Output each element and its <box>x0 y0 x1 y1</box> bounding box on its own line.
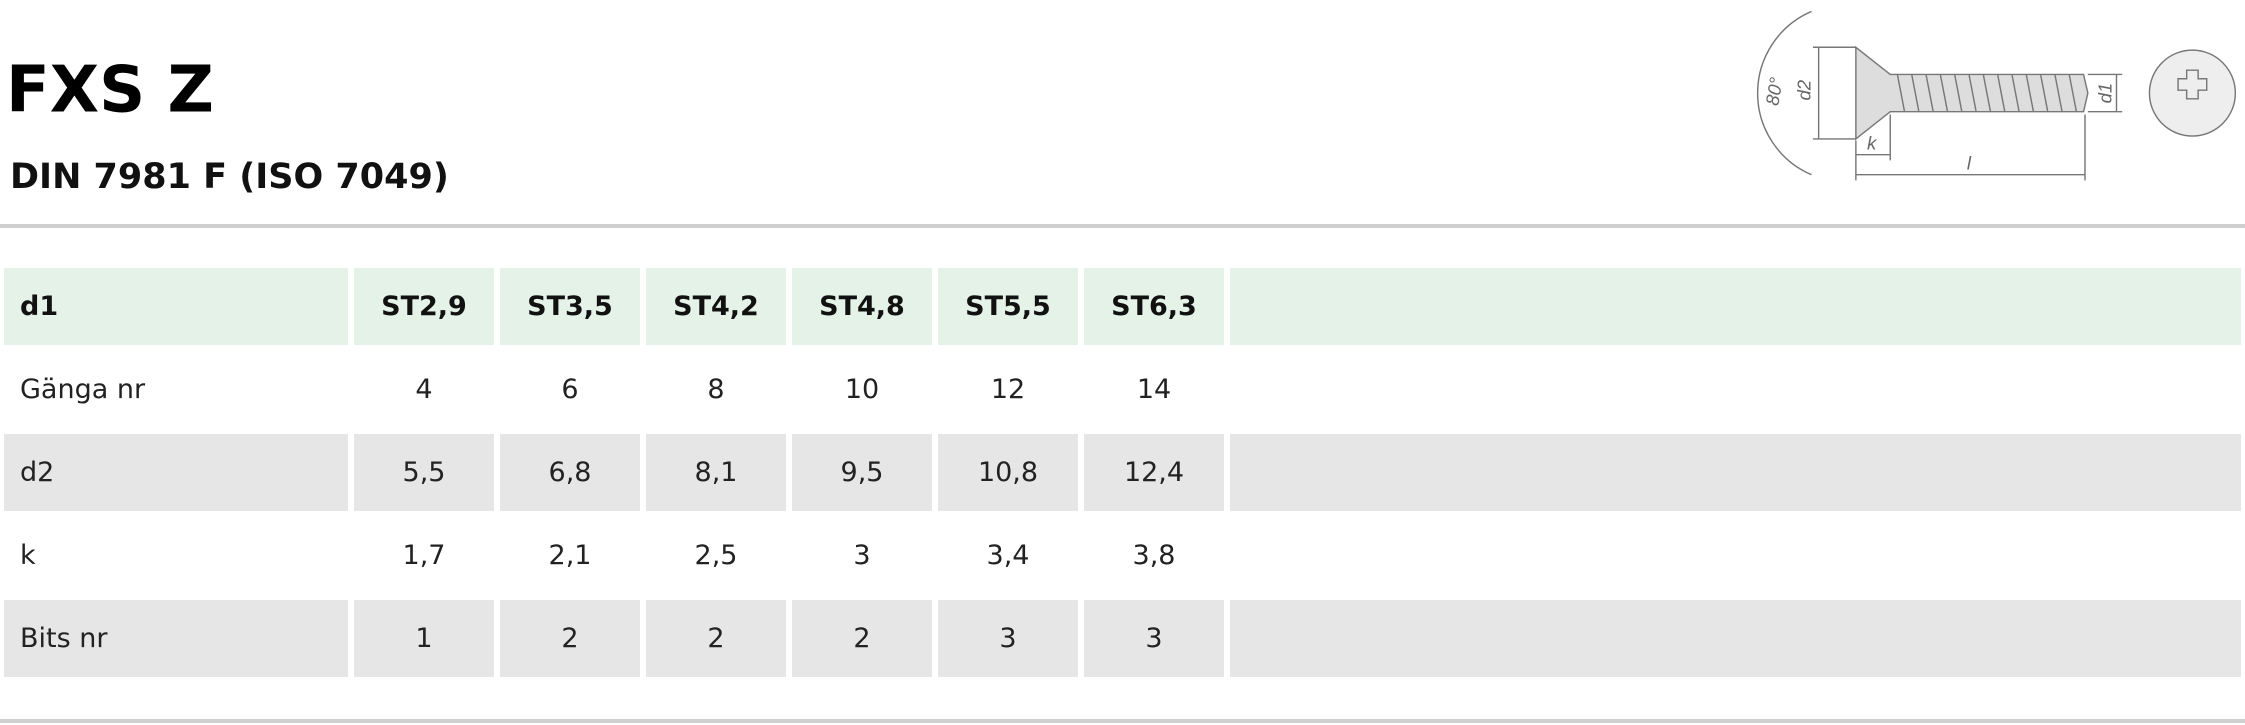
table-cell <box>646 268 786 345</box>
cell-text: 2,5 <box>695 540 738 571</box>
cell-text: 3 <box>1145 623 1162 654</box>
header-cell-text: ST3,5 <box>527 291 613 322</box>
drawing-labels: 80° d2 d1 k l <box>1761 76 2115 174</box>
table-cell <box>938 268 1078 345</box>
cell-text: 2 <box>853 623 870 654</box>
table-cell <box>646 434 786 511</box>
cell-text: 6,8 <box>549 457 592 488</box>
d1-label: d1 <box>2094 83 2115 104</box>
table-cell <box>1084 434 1224 511</box>
cell-text: 3 <box>853 540 870 571</box>
table-cell <box>500 351 640 428</box>
table-cell <box>354 434 494 511</box>
table-cell <box>354 351 494 428</box>
cell-text: 4 <box>415 374 432 405</box>
divider <box>0 224 2245 228</box>
table-cell <box>500 600 640 677</box>
cell-text: 3,8 <box>1133 540 1176 571</box>
table-filler <box>1230 268 2241 345</box>
header-cell-text: d1 <box>20 291 58 322</box>
header-cell-text: ST4,2 <box>673 291 759 322</box>
cell-text: 12,4 <box>1124 457 1184 488</box>
table-filler <box>1230 351 2241 428</box>
table: d1 ST2,9 ST3,5 ST4,2 ST4,8 ST5,5 ST6,3 Gänga nr… <box>4 268 2241 677</box>
cell-text: 10,8 <box>978 457 1038 488</box>
table-cell <box>792 268 932 345</box>
l-label: l <box>1967 153 1972 174</box>
cell-text: Gänga nr <box>20 374 146 405</box>
table-cell <box>792 600 932 677</box>
angle-arc <box>1756 10 1812 176</box>
d2-label: d2 <box>1794 79 1815 100</box>
table-cell <box>938 600 1078 677</box>
table-filler <box>1230 434 2241 511</box>
header-cell-text: ST5,5 <box>965 291 1051 322</box>
table-cell <box>646 600 786 677</box>
dimension <box>2087 73 2123 113</box>
table-cell <box>500 434 640 511</box>
table-cell <box>792 517 932 594</box>
cell-text: 10 <box>845 374 879 405</box>
dimension <box>1855 114 2086 181</box>
header-cell-text: ST4,8 <box>819 291 905 322</box>
table-cell <box>500 268 640 345</box>
table-cell <box>354 517 494 594</box>
table-cell <box>792 434 932 511</box>
cell-text: 8 <box>707 374 724 405</box>
table-cell <box>354 600 494 677</box>
table-cell <box>1084 268 1224 345</box>
cell-text: 6 <box>561 374 578 405</box>
cell-text: k <box>20 540 36 571</box>
table-cell <box>500 517 640 594</box>
table-cell <box>938 351 1078 428</box>
table-cell <box>1084 600 1224 677</box>
cell-text: 2 <box>707 623 724 654</box>
cell-text: 8,1 <box>695 457 738 488</box>
table-filler <box>1230 517 2241 594</box>
k-label: k <box>1867 133 1878 154</box>
cell-text: 3 <box>999 623 1016 654</box>
cell-text: 5,5 <box>403 457 446 488</box>
cell-text: 2,1 <box>549 540 592 571</box>
table-cell <box>354 268 494 345</box>
cell-text: 12 <box>991 374 1025 405</box>
table-cell <box>1084 517 1224 594</box>
header-cell-text: ST2,9 <box>381 291 467 322</box>
cell-text: 1 <box>415 623 432 654</box>
table-cell <box>938 517 1078 594</box>
cell-text: 2 <box>561 623 578 654</box>
table-cell <box>4 517 348 594</box>
table-cell <box>4 600 348 677</box>
cell-text: d2 <box>20 457 54 488</box>
head-view <box>2148 49 2237 137</box>
table-cell <box>646 517 786 594</box>
dimension <box>1812 46 1856 140</box>
phillips-cross <box>2177 69 2208 100</box>
table-cell <box>938 434 1078 511</box>
subtitle: DIN 7981 F (ISO 7049) <box>10 157 449 197</box>
title: FXS Z <box>6 54 214 128</box>
cell-text: 1,7 <box>403 540 446 571</box>
table-filler <box>1230 600 2241 677</box>
table-cell <box>1084 351 1224 428</box>
table-cell <box>4 268 348 345</box>
cell-text: 14 <box>1137 374 1171 405</box>
table-cell <box>646 351 786 428</box>
table-cell <box>4 351 348 428</box>
table-cell <box>792 351 932 428</box>
cell-text: Bits nr <box>20 623 108 654</box>
table-cell <box>4 434 348 511</box>
cell-text: 3,4 <box>987 540 1030 571</box>
screw-drawing <box>1756 10 2237 181</box>
header-cell-text: ST6,3 <box>1111 291 1197 322</box>
cell-text: 9,5 <box>841 457 884 488</box>
threads <box>1896 74 2078 112</box>
divider <box>0 719 2245 723</box>
angle-label: 80° <box>1761 76 1787 107</box>
